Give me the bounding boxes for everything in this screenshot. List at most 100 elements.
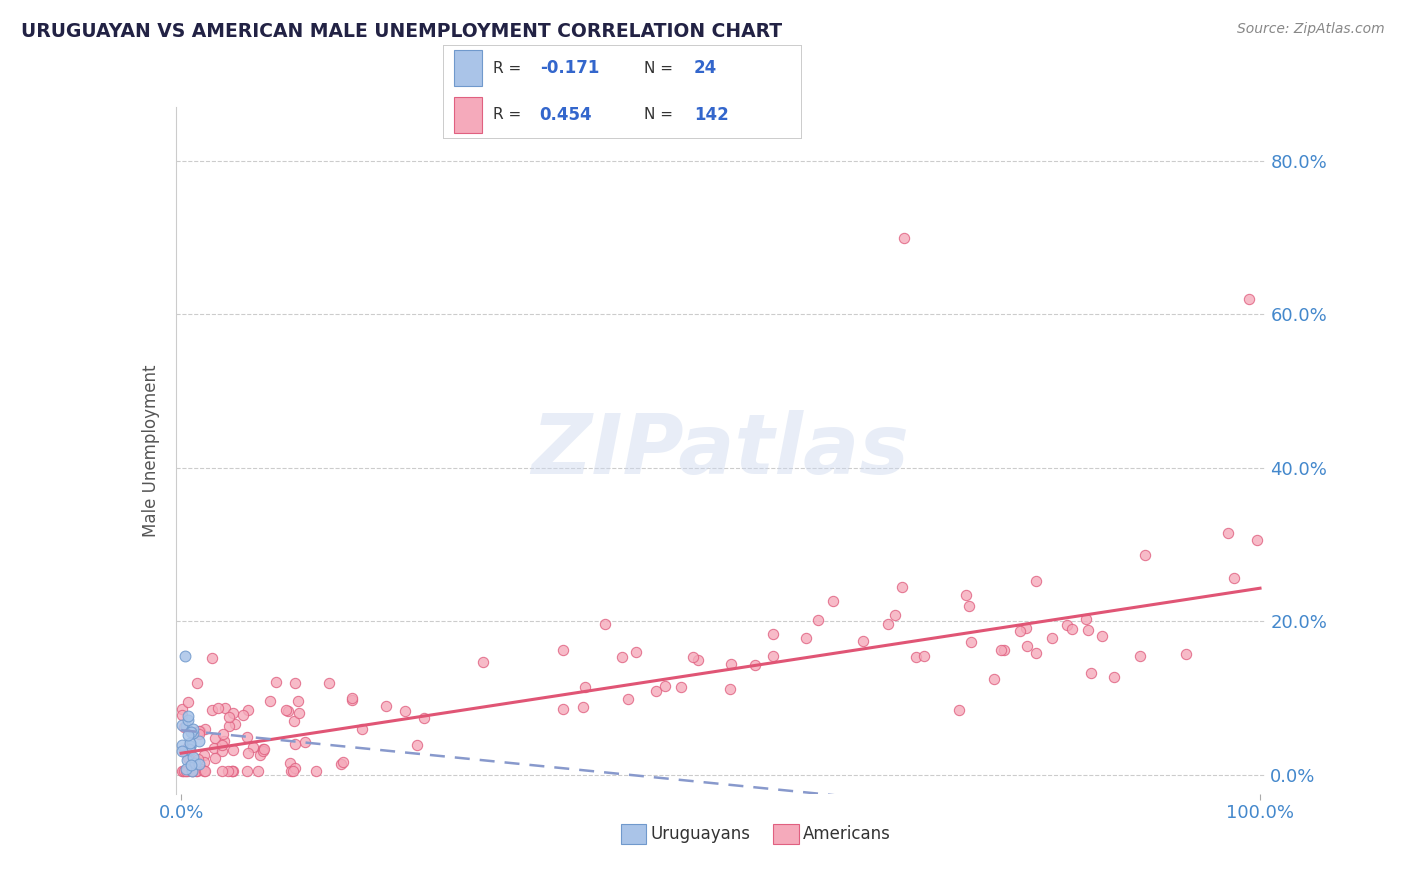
Point bbox=[893, 230, 915, 244]
Point bbox=[222, 743, 245, 757]
Point bbox=[194, 722, 217, 736]
Point bbox=[187, 723, 209, 738]
Point bbox=[277, 704, 299, 718]
Point bbox=[184, 764, 207, 778]
Point bbox=[259, 693, 281, 707]
Point bbox=[720, 657, 742, 671]
Point bbox=[1040, 632, 1063, 646]
Point bbox=[1015, 639, 1038, 653]
Point bbox=[193, 747, 215, 762]
Point bbox=[172, 718, 194, 732]
Point bbox=[211, 744, 233, 758]
Point bbox=[186, 676, 208, 690]
Point bbox=[1062, 622, 1084, 636]
Point bbox=[186, 764, 208, 778]
Point bbox=[1135, 549, 1157, 563]
Point bbox=[551, 701, 574, 715]
Point bbox=[762, 627, 785, 641]
Point bbox=[186, 725, 208, 739]
Text: R =: R = bbox=[494, 61, 522, 76]
Point bbox=[287, 693, 309, 707]
Point bbox=[174, 648, 197, 663]
Point bbox=[1102, 670, 1125, 684]
Point bbox=[181, 725, 204, 739]
Point bbox=[221, 764, 243, 778]
Point bbox=[955, 588, 977, 602]
Text: -0.171: -0.171 bbox=[540, 59, 599, 77]
Point bbox=[948, 703, 970, 717]
Point bbox=[217, 764, 239, 778]
Point bbox=[181, 764, 204, 778]
Point bbox=[283, 737, 305, 751]
Text: 0.454: 0.454 bbox=[540, 106, 592, 124]
Point bbox=[204, 751, 226, 765]
Point bbox=[180, 760, 202, 774]
Point bbox=[172, 701, 194, 715]
Point bbox=[1216, 525, 1239, 540]
Point bbox=[172, 764, 194, 778]
Point bbox=[172, 743, 194, 757]
Text: 24: 24 bbox=[695, 59, 717, 77]
Point bbox=[645, 684, 668, 698]
Point bbox=[253, 742, 276, 756]
Point bbox=[177, 751, 200, 765]
Point bbox=[626, 645, 648, 659]
Point bbox=[222, 764, 245, 778]
Point bbox=[342, 692, 364, 706]
Point bbox=[214, 701, 236, 715]
Point bbox=[1223, 570, 1246, 584]
Point bbox=[176, 740, 198, 755]
Point bbox=[682, 649, 704, 664]
Point bbox=[218, 719, 240, 733]
Point bbox=[551, 643, 574, 657]
Point bbox=[181, 763, 204, 777]
Text: Americans: Americans bbox=[803, 825, 891, 843]
Point bbox=[180, 764, 202, 778]
Point bbox=[394, 704, 416, 718]
Point bbox=[796, 631, 818, 645]
Point bbox=[876, 616, 898, 631]
Point bbox=[1056, 618, 1078, 632]
Point bbox=[744, 657, 766, 672]
Point bbox=[187, 752, 209, 766]
Point bbox=[281, 764, 304, 778]
Point bbox=[176, 728, 198, 742]
Point bbox=[176, 764, 198, 778]
Text: 142: 142 bbox=[695, 106, 728, 124]
Point bbox=[617, 692, 640, 706]
Point bbox=[249, 748, 271, 763]
Point bbox=[211, 738, 233, 752]
Point bbox=[1129, 649, 1152, 664]
Text: R =: R = bbox=[494, 107, 522, 122]
Point bbox=[218, 710, 240, 724]
Point bbox=[252, 742, 274, 756]
Point bbox=[406, 738, 429, 752]
Text: Uruguayans: Uruguayans bbox=[650, 825, 751, 843]
Point bbox=[352, 722, 374, 736]
Point bbox=[318, 675, 340, 690]
Point bbox=[654, 680, 676, 694]
Point bbox=[211, 764, 233, 778]
Text: Source: ZipAtlas.com: Source: ZipAtlas.com bbox=[1237, 22, 1385, 37]
Point bbox=[284, 761, 307, 775]
Point bbox=[173, 744, 195, 758]
Point bbox=[193, 755, 215, 769]
Point bbox=[1175, 647, 1198, 661]
Point bbox=[762, 648, 785, 663]
Point bbox=[176, 764, 198, 778]
Point bbox=[304, 764, 326, 778]
Point bbox=[990, 643, 1012, 657]
Y-axis label: Male Unemployment: Male Unemployment bbox=[142, 364, 160, 537]
Point bbox=[177, 713, 200, 727]
Point bbox=[993, 643, 1015, 657]
Point bbox=[172, 764, 194, 778]
Point bbox=[957, 599, 980, 614]
Point bbox=[807, 614, 830, 628]
Point bbox=[172, 708, 194, 723]
Point bbox=[173, 720, 195, 734]
Point bbox=[181, 722, 204, 736]
Point bbox=[202, 741, 225, 756]
Point bbox=[912, 648, 935, 663]
Point bbox=[212, 727, 235, 741]
Text: URUGUAYAN VS AMERICAN MALE UNEMPLOYMENT CORRELATION CHART: URUGUAYAN VS AMERICAN MALE UNEMPLOYMENT … bbox=[21, 22, 782, 41]
